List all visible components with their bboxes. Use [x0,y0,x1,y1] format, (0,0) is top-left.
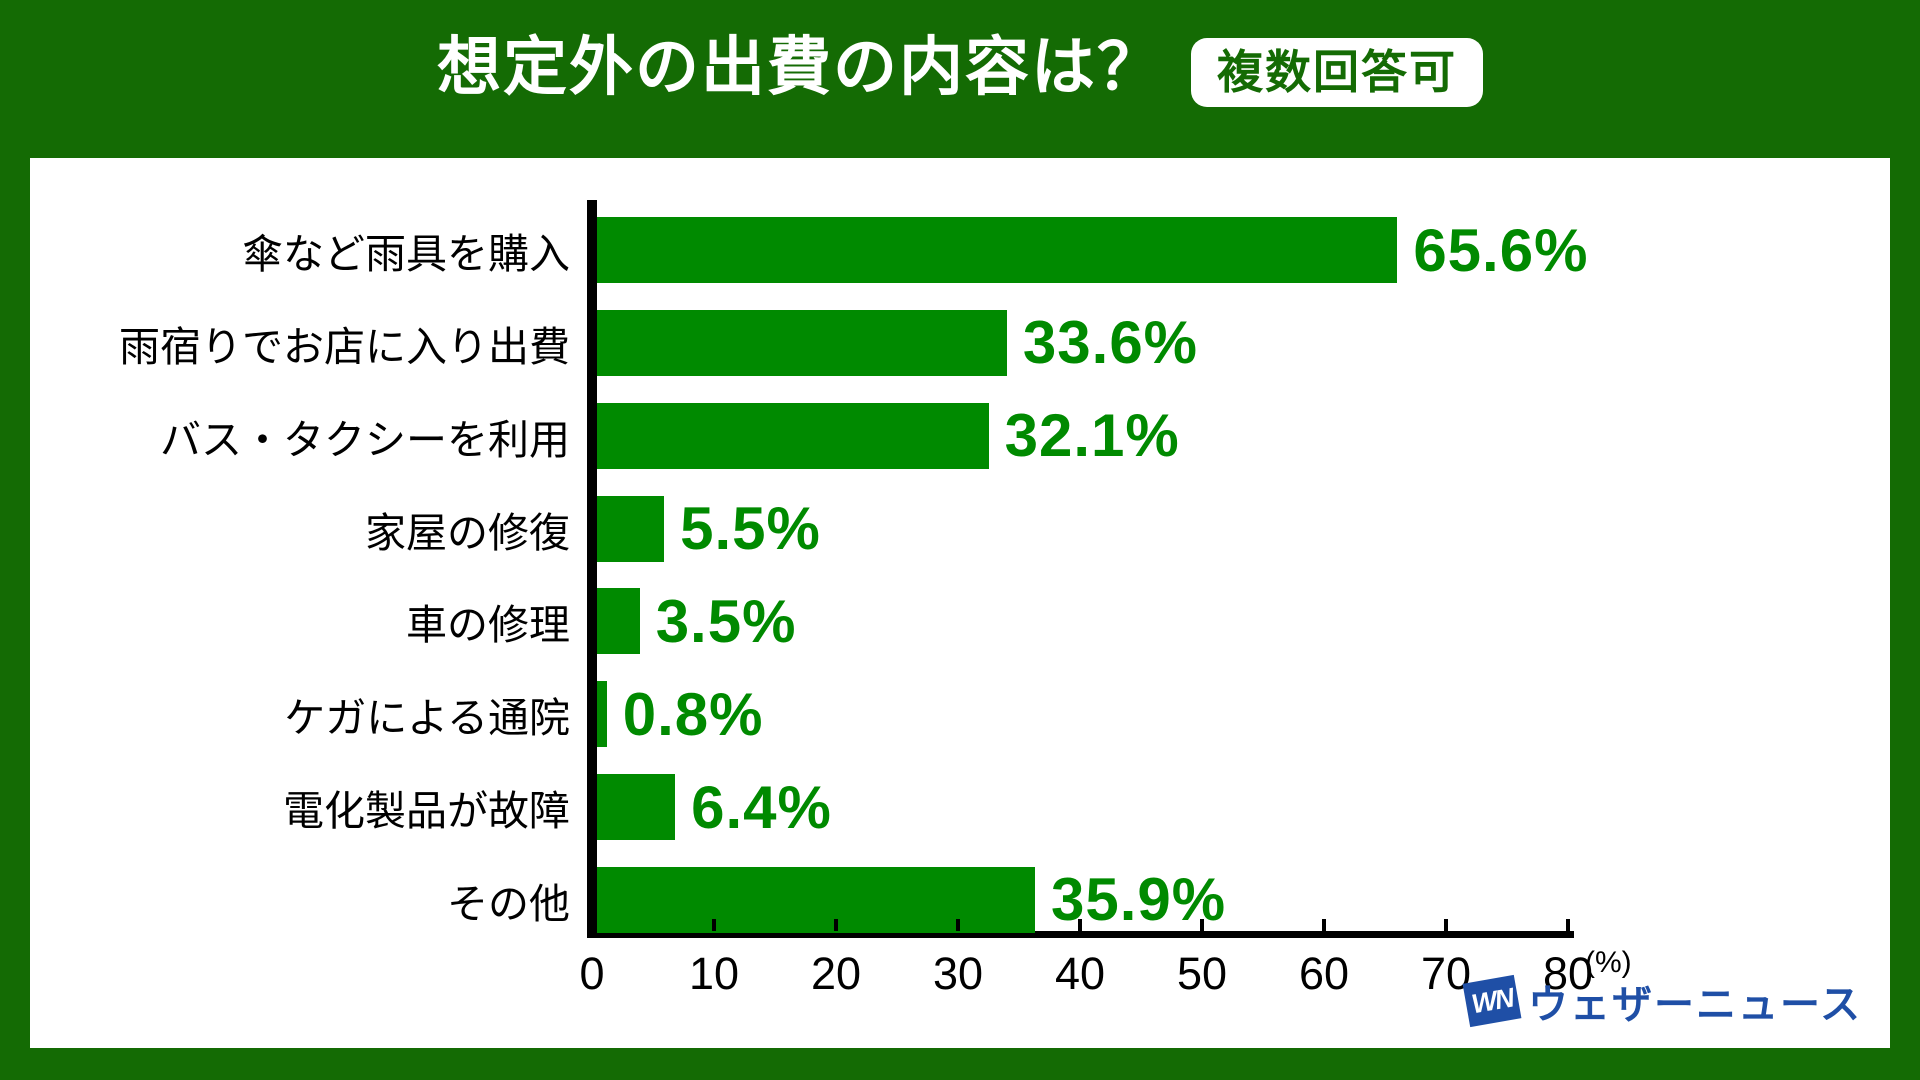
chart-panel: 傘など雨具を購入 65.6% 雨宿りでお店に入り出費 33.6% バス・タクシーを利用 3… [30,158,1890,1048]
x-tick-label: 80 [1542,948,1594,999]
y-axis-line [587,200,597,938]
value-label: 3.5% [655,587,797,655]
x-tick-mark [1444,919,1448,931]
category-label: 傘など雨具を購入 [242,231,570,277]
x-tick-label: 30 [932,948,984,999]
value-label: 32.1% [1004,402,1180,470]
category-label: 家屋の修復 [365,509,570,556]
category-label: 雨宿りでお店に入り出費 [119,323,570,370]
bar [597,774,676,841]
bar [597,866,1035,933]
bar [597,681,607,748]
x-axis-line [587,931,1574,938]
category-label: 車の修理 [406,602,570,649]
value-label: 33.6% [1022,309,1199,377]
category-label: バス・タクシーを利用 [160,416,570,463]
wn-logo-letters: WN [1469,982,1515,1019]
x-tick-label: 60 [1298,948,1350,999]
chart-header: 想定外の出費の内容は？ 複数回答可 [0,28,1920,107]
weathernews-logo: WN ウェザーニュース [1462,972,1862,1030]
weathernews-logo-text: ウェザーニュース [1528,983,1862,1027]
value-label: 0.8% [622,680,764,748]
x-tick-mark [1566,919,1570,931]
x-tick-label: 40 [1054,948,1106,999]
bar [597,217,1398,283]
x-tick-label: 50 [1176,948,1228,999]
chart-title: 想定外の出費の内容は？ [437,31,1163,104]
value-label: 6.4% [691,773,832,841]
bar [597,588,640,655]
bar-chart: 傘など雨具を購入 65.6% 雨宿りでお店に入り出費 33.6% バス・タクシーを利用 3… [30,158,1890,1048]
value-label: 5.5% [680,495,821,563]
x-tick-mark [1200,919,1204,931]
bar [597,495,665,562]
x-tick-mark [712,919,716,931]
x-tick-mark [956,919,960,931]
x-tick-mark [1322,919,1326,931]
bar [597,402,989,469]
multiple-answers-badge: 複数回答可 [1191,38,1483,107]
x-tick-label: 0 [579,948,605,999]
category-label: 電化製品が故障 [283,788,570,835]
x-axis-unit-label: (%) [1585,946,1632,979]
category-label: ケガによる通院 [284,695,570,742]
value-label: 65.6% [1413,216,1589,284]
x-tick-label: 20 [810,948,862,999]
category-label: その他 [447,880,570,927]
x-tick-label: 10 [688,948,740,999]
x-tick-label: 70 [1420,948,1472,999]
bar [597,309,1007,376]
x-tick-mark [1078,919,1082,931]
x-tick-mark [834,919,838,931]
wn-logo-icon: WN [1462,974,1522,1028]
